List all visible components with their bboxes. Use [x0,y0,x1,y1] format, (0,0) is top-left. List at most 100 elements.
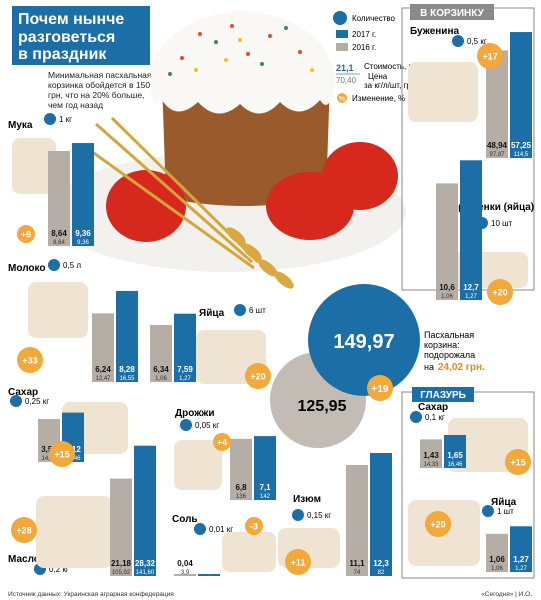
cost-2016-label: 3,58 [41,445,57,454]
subtitle-line-4: чем год назад [48,100,103,110]
cost-2017-label: 1,27 [513,555,529,564]
bar-2016 [346,465,368,576]
cost-2016-label: 0,04 [177,559,193,568]
change-label: +8 [21,230,31,240]
product-quantity: 0,25 кг [25,397,49,406]
change-label: +4 [217,438,227,448]
bar-2017 [510,32,532,158]
totals-note-2: корзина: [424,340,460,350]
product-name: Изюм [293,494,321,505]
product-4: Дрожжи 0,05 кг 6,8 136 7,1 142 +4 [174,408,276,500]
legend-cost: Стоимость, грн [364,62,420,71]
change-label: +15 [54,450,69,460]
bar-2017 [198,574,220,576]
total-2017-circle [308,284,420,396]
price-2016-label: 1,06 [155,376,167,382]
product-0: Мука 1 кг 8,64 8,64 9,36 9,36 +8 [8,113,94,246]
change-label: +17 [482,52,497,62]
subtitle-line-2: корзинка обойдется в 150 [48,80,150,90]
legend-quantity: Количество [352,14,396,23]
product-quantity: 1 кг [59,115,72,124]
product-quantity: 0,15 кг [307,511,331,520]
product-quantity: 1 шт [497,507,514,516]
footer-credit: «Сегодня» | И.О. [481,591,532,598]
cost-2017-label: 7,59 [177,365,193,374]
cost-2016-label: 6,24 [95,365,111,374]
change-label: +20 [492,288,507,298]
scale-icon [180,419,192,431]
total-2016: 125,95 [298,398,347,415]
product-name: Дрожжи [175,408,215,419]
change-badge [245,517,263,535]
cost-2016-label: 48,94 [487,141,508,150]
cost-2017-label: 7,1 [259,483,271,492]
legend-2017: 2017 г. [352,30,376,39]
title-background [12,6,150,65]
product-8: Буженина 0,5 кг 48,94 97,87 57,25 114,5 +17 [408,26,532,158]
cost-2017-label: 1,65 [447,451,463,460]
legend-price: Цена [368,72,388,81]
scale-icon [482,505,494,517]
yeast-icon [174,440,222,490]
glaze-label: ГЛАЗУРЬ [420,390,466,401]
product-quantity: 6 шт [249,306,266,315]
product-name: Сахар [8,387,38,398]
product-name: Буженина [410,26,459,37]
bar-2017 [460,160,482,300]
basket-label: В КОРЗИНКУ [420,8,484,19]
change-label: +20 [250,372,265,382]
change-label: -3 [250,522,258,532]
title-line-1: Почем нынче [18,11,124,28]
cost-2017-label: 28,32 [135,559,156,568]
product-quantity: 0,05 кг [195,421,219,430]
scale-icon [48,259,60,271]
product-name: Яйца [199,308,225,319]
price-2016-label: 14,33 [41,456,57,462]
easter-cake-illustration [50,10,406,289]
price-2016-label: 8,64 [53,240,65,246]
bar-2017 [510,526,532,572]
total-change: +19 [372,384,389,395]
bar-2016 [420,439,442,468]
price-2017-label: 1,27 [515,566,527,572]
totals-note-1: Пасхальная [424,330,474,340]
legend-swatch-2016 [336,43,348,51]
cost-2017-label: 9,36 [75,229,91,238]
product-items: Мука 1 кг 8,64 8,64 9,36 9,36 +8 Молоко 0,5 л 6,2… [8,26,534,576]
product-quantity: 0,2 кг [49,565,69,574]
percent-sign: % [339,96,345,103]
cost-2016-label: 6,8 [235,483,247,492]
product-quantity: 0,5 л [63,261,81,270]
legend-sample-2017: 21,1 [336,63,354,73]
scale-icon [194,523,206,535]
change-badge [505,449,531,475]
bar-2017 [116,290,138,382]
price-2017-label: 16,55 [119,376,135,382]
total-2017: 149,97 [333,331,394,353]
legend-unit-price: за кг/л/шт, грн [364,81,415,90]
bar-2016 [110,478,132,576]
cost-2016-label: 21,18 [111,559,132,568]
flour-sack-icon [12,138,56,194]
change-badge [17,225,35,243]
price-2017-label: 1,27 [179,376,191,382]
product-6: Соль 0,01 кг 0,04 3,9 0,03 3,8 -3 [172,514,276,576]
glaze-label-bg [412,387,474,402]
legend: Количество 2017 г. 2016 г. 21,1 70,40 Ст… [333,11,420,103]
price-2017-label: 82 [378,570,385,576]
product-name: Соль [172,514,198,525]
bar-2016 [174,574,196,576]
change-badge [425,511,451,537]
bar-2016 [436,183,458,300]
cost-2017-label: 57,25 [511,141,532,150]
price-2016-label: 14,33 [423,462,439,468]
cost-2016-label: 8,64 [51,229,67,238]
price-2017-label: 9,36 [77,240,89,246]
scale-icon [292,509,304,521]
totals-note-4: на [424,362,434,372]
change-badge [245,363,271,389]
price-2016-label: 1,06 [491,566,503,572]
